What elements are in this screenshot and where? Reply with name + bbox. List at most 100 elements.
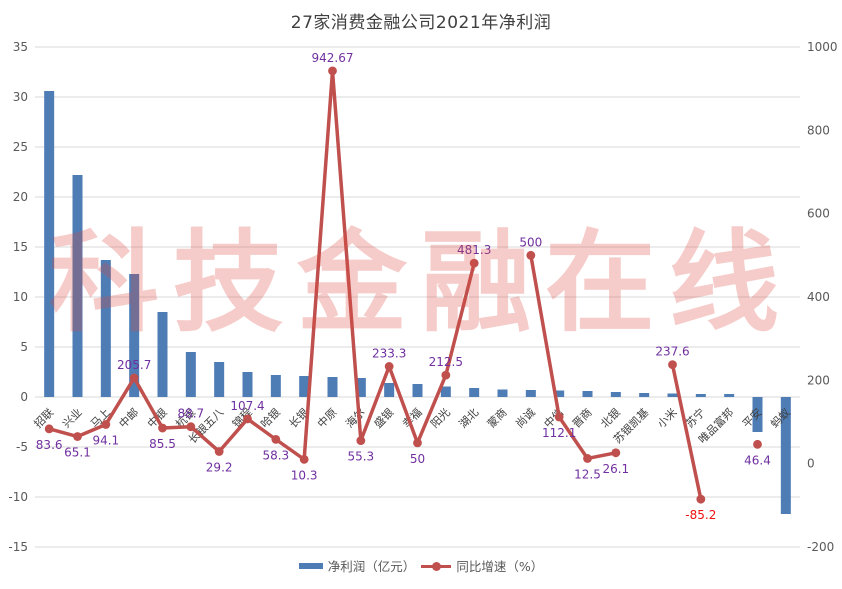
data-point [73, 432, 82, 441]
left-axis-tick-label: 35 [13, 40, 28, 54]
growth-line [670, 362, 703, 501]
growth-value-label: 107.4 [230, 399, 264, 413]
bar [610, 392, 621, 397]
data-point [384, 362, 394, 371]
bar [469, 388, 480, 397]
right-axis-tick-label: 200 [807, 373, 830, 387]
bar [327, 377, 338, 397]
category-label: 中原 [315, 406, 340, 431]
growth-value-label: 112.1 [542, 426, 576, 440]
growth-value-label: 88.7 [177, 407, 204, 421]
bar [44, 91, 55, 397]
data-point [583, 454, 592, 463]
category-label: 北银 [597, 405, 622, 430]
category-label: 中邮 [117, 406, 142, 431]
legend-label-net-profit: 净利润（亿元） [327, 559, 416, 574]
growth-value-label: 942.67 [312, 51, 354, 65]
bar [100, 260, 111, 397]
right-axis-tick-label: 800 [807, 123, 830, 137]
growth-value-label: 205.7 [117, 358, 151, 372]
data-point [44, 424, 54, 434]
data-point [753, 439, 762, 449]
data-point [328, 66, 337, 76]
growth-value-label: 83.6 [36, 438, 63, 452]
line-series-swatch-icon [421, 561, 452, 571]
data-point [214, 447, 224, 456]
bar [384, 383, 395, 397]
bar [752, 397, 763, 432]
bar [355, 378, 366, 397]
left-axis-tick-label: 30 [13, 90, 28, 104]
bar [582, 391, 593, 397]
data-point [413, 438, 422, 448]
right-axis-tick-label: 400 [807, 290, 830, 304]
bar [214, 362, 225, 397]
growth-value-label: 212.5 [429, 355, 463, 369]
growth-line [529, 253, 618, 461]
bar [724, 394, 735, 397]
growth-value-label: 65.1 [64, 446, 91, 460]
data-point [469, 258, 479, 268]
right-axis-tick-label: 600 [807, 207, 830, 221]
bar [554, 390, 565, 397]
growth-value-label: 46.4 [744, 453, 771, 467]
bar-series-swatch-icon [298, 562, 323, 569]
growth-value-label: 10.3 [291, 468, 318, 482]
right-axis-tick-label: -200 [807, 540, 834, 554]
data-point [101, 420, 111, 429]
left-axis-tick-label: 25 [13, 140, 28, 154]
growth-value-label: -85.2 [685, 508, 716, 522]
left-axis-tick-label: 20 [13, 190, 28, 204]
category-label: 兴业 [60, 406, 85, 431]
data-point [158, 423, 167, 433]
data-point [554, 412, 564, 422]
bar [299, 376, 310, 397]
data-point [611, 448, 621, 458]
chart-title: 27家消费金融公司2021年净利润 [290, 13, 552, 33]
data-point [299, 454, 309, 464]
bar [667, 393, 678, 397]
data-point [356, 436, 366, 446]
data-point [441, 370, 451, 380]
data-point [696, 494, 706, 504]
growth-value-label: 94.1 [92, 433, 119, 447]
data-point [129, 373, 139, 383]
bar [157, 312, 168, 397]
growth-value-label: 233.3 [372, 346, 406, 360]
growth-value-label: 237.6 [655, 345, 689, 359]
right-axis-tick-label: 0 [807, 457, 815, 471]
left-axis-tick-label: -10 [8, 490, 28, 504]
growth-value-label: 12.5 [574, 467, 601, 481]
data-point [271, 434, 281, 444]
bar [497, 389, 508, 397]
right-axis-tick-label: 1000 [807, 40, 838, 54]
growth-value-label: 50 [410, 452, 425, 466]
bar [129, 274, 140, 397]
legend-item-growth: 同比增速（%） [421, 556, 543, 575]
bar [440, 386, 451, 397]
data-point [186, 422, 196, 432]
bar [780, 397, 791, 514]
growth-value-label: 500 [519, 235, 542, 249]
left-axis-tick-label: 5 [20, 340, 28, 354]
bar [185, 352, 196, 397]
chart-legend: 净利润（亿元） 同比增速（%） [0, 556, 842, 575]
category-label: 湖北 [457, 406, 482, 431]
category-label: 小米 [655, 406, 680, 431]
left-axis-tick-label: 10 [13, 290, 28, 304]
left-axis-tick-label: 0 [20, 390, 28, 404]
growth-value-label: 29.2 [206, 461, 233, 475]
growth-value-label: 26.1 [602, 462, 629, 476]
bar [270, 375, 281, 397]
left-axis-tick-label: -5 [16, 440, 28, 454]
growth-value-label: 481.3 [457, 243, 491, 257]
growth-value-label: 85.5 [149, 437, 176, 451]
bar [695, 394, 706, 397]
left-axis-tick-label: 15 [13, 240, 28, 254]
category-label: 尚诚 [512, 405, 537, 430]
growth-value-label: 58.3 [262, 448, 289, 462]
data-point [243, 414, 252, 424]
bar [72, 175, 83, 397]
